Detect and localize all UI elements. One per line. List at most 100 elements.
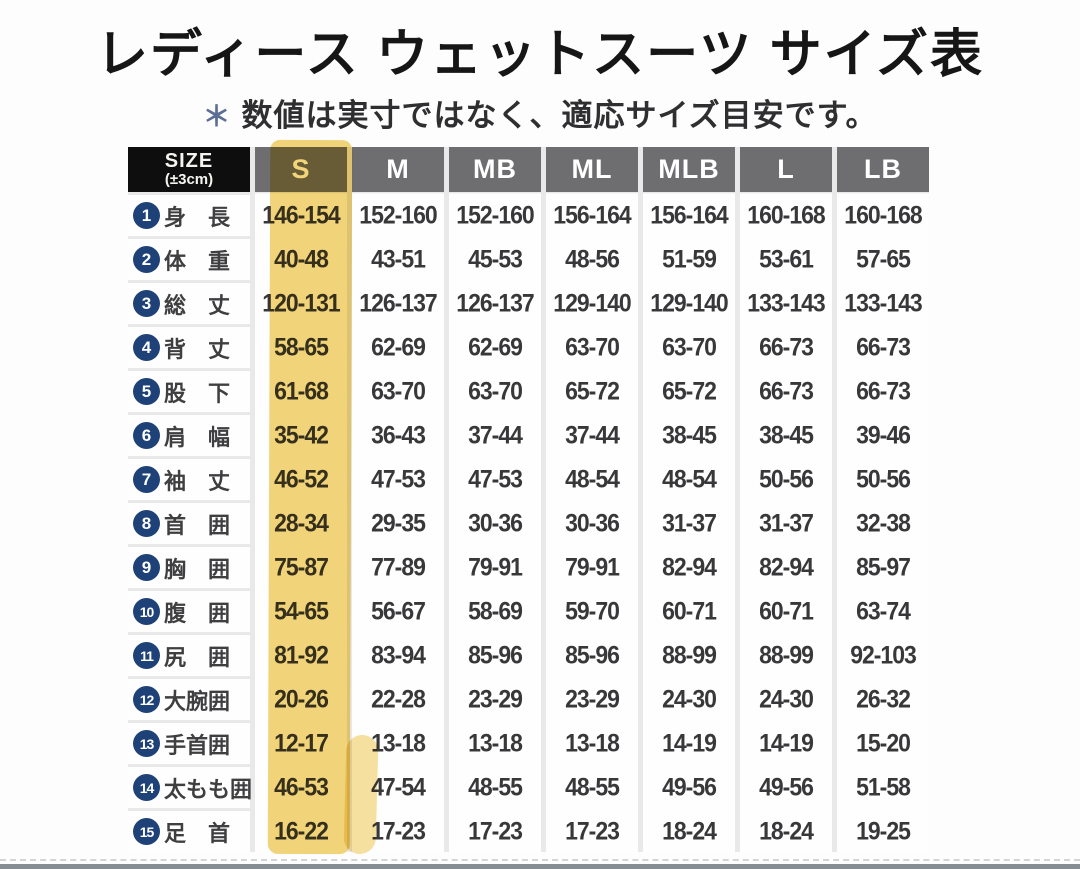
row-label: 太もも囲 xyxy=(164,776,253,802)
value-cell: 48-54 xyxy=(643,457,735,502)
value-cell: 60-71 xyxy=(740,589,832,634)
value-cell: 13-18 xyxy=(352,721,444,766)
column-header-s: S xyxy=(255,147,347,192)
row-number-badge: 8 xyxy=(133,510,160,537)
value-cell: 48-56 xyxy=(546,237,638,282)
value-cell: 12-17 xyxy=(255,721,347,766)
row-number-badge: 14 xyxy=(133,774,160,801)
row-label-cell: 12 大腕囲 xyxy=(128,679,250,720)
value-cell: 79-91 xyxy=(449,545,541,590)
row-number-badge: 11 xyxy=(133,642,160,669)
value-cell: 54-65 xyxy=(255,589,347,634)
value-cell: 62-69 xyxy=(449,325,541,370)
value-cell: 79-91 xyxy=(546,545,638,590)
value-cell: 13-18 xyxy=(546,721,638,766)
subtitle: ＊ 数値は実寸ではなく、適応サイズ目安です。 xyxy=(0,90,1080,135)
row-label-cell: 15 足 首 xyxy=(128,811,250,852)
value-cell: 50-56 xyxy=(837,457,929,502)
value-cell: 126-137 xyxy=(449,281,541,326)
value-cell: 47-54 xyxy=(352,765,444,810)
value-cell: 75-87 xyxy=(255,545,347,590)
row-number-badge: 9 xyxy=(133,554,160,581)
value-cell: 57-65 xyxy=(837,237,929,282)
subtitle-text: 数値は実寸ではなく、適応サイズ目安です。 xyxy=(241,98,878,133)
value-cell: 45-53 xyxy=(449,237,541,282)
value-cell: 82-94 xyxy=(643,545,735,590)
value-cell: 120-131 xyxy=(255,281,347,326)
value-cell: 17-23 xyxy=(449,809,541,854)
row-label: 足 首 xyxy=(164,820,231,846)
value-cell: 63-70 xyxy=(449,369,541,414)
size-table: SIZE (±3cm) S M MB ML MLB L LB 1 身 長 146-154 152-1… xyxy=(128,147,929,854)
value-cell: 48-54 xyxy=(546,457,638,502)
value-cell: 81-92 xyxy=(255,633,347,678)
row-label: 総 丈 xyxy=(164,292,231,318)
value-cell: 29-35 xyxy=(352,501,444,546)
value-cell: 38-45 xyxy=(740,413,832,458)
value-cell: 59-70 xyxy=(546,589,638,634)
value-cell: 126-137 xyxy=(352,281,444,326)
row-label: 尻 囲 xyxy=(164,644,231,670)
size-header-cell: SIZE (±3cm) xyxy=(128,147,250,192)
value-cell: 160-168 xyxy=(740,193,832,238)
value-cell: 88-99 xyxy=(740,633,832,678)
value-cell: 39-46 xyxy=(837,413,929,458)
value-cell: 53-61 xyxy=(740,237,832,282)
row-label: 大腕囲 xyxy=(164,688,231,714)
value-cell: 32-38 xyxy=(837,501,929,546)
value-cell: 65-72 xyxy=(546,369,638,414)
value-cell: 47-53 xyxy=(352,457,444,502)
value-cell: 156-164 xyxy=(643,193,735,238)
value-cell: 133-143 xyxy=(837,281,929,326)
value-cell: 51-58 xyxy=(837,765,929,810)
value-cell: 56-67 xyxy=(352,589,444,634)
row-label: 股 下 xyxy=(164,380,231,406)
value-cell: 17-23 xyxy=(352,809,444,854)
row-label: 背 丈 xyxy=(164,336,231,362)
value-cell: 58-65 xyxy=(255,325,347,370)
value-cell: 37-44 xyxy=(449,413,541,458)
value-cell: 26-32 xyxy=(837,677,929,722)
row-label: 首 囲 xyxy=(164,512,231,538)
value-cell: 13-18 xyxy=(449,721,541,766)
row-label: 身 長 xyxy=(164,204,231,230)
row-label: 腹 囲 xyxy=(164,600,231,626)
row-number-badge: 2 xyxy=(133,246,160,273)
value-cell: 24-30 xyxy=(740,677,832,722)
bottom-bar xyxy=(0,864,1080,869)
value-cell: 60-71 xyxy=(643,589,735,634)
value-cell: 22-28 xyxy=(352,677,444,722)
value-cell: 92-103 xyxy=(837,633,929,678)
row-number-badge: 3 xyxy=(133,290,160,317)
value-cell: 156-164 xyxy=(546,193,638,238)
value-cell: 66-73 xyxy=(837,369,929,414)
asterisk-icon: ＊ xyxy=(202,101,232,132)
value-cell: 160-168 xyxy=(837,193,929,238)
value-cell: 49-56 xyxy=(643,765,735,810)
row-number-badge: 10 xyxy=(133,598,160,625)
value-cell: 23-29 xyxy=(449,677,541,722)
column-header-l: L xyxy=(740,147,832,192)
row-number-badge: 4 xyxy=(133,334,160,361)
value-cell: 66-73 xyxy=(837,325,929,370)
value-cell: 133-143 xyxy=(740,281,832,326)
column-header-lb: LB xyxy=(837,147,929,192)
value-cell: 63-70 xyxy=(352,369,444,414)
row-label: 胸 囲 xyxy=(164,556,231,582)
bottom-dashed-divider xyxy=(0,859,1080,861)
row-label: 肩 幅 xyxy=(164,424,231,450)
value-cell: 152-160 xyxy=(449,193,541,238)
value-cell: 82-94 xyxy=(740,545,832,590)
value-cell: 35-42 xyxy=(255,413,347,458)
value-cell: 37-44 xyxy=(546,413,638,458)
value-cell: 38-45 xyxy=(643,413,735,458)
value-cell: 18-24 xyxy=(643,809,735,854)
value-cell: 30-36 xyxy=(449,501,541,546)
